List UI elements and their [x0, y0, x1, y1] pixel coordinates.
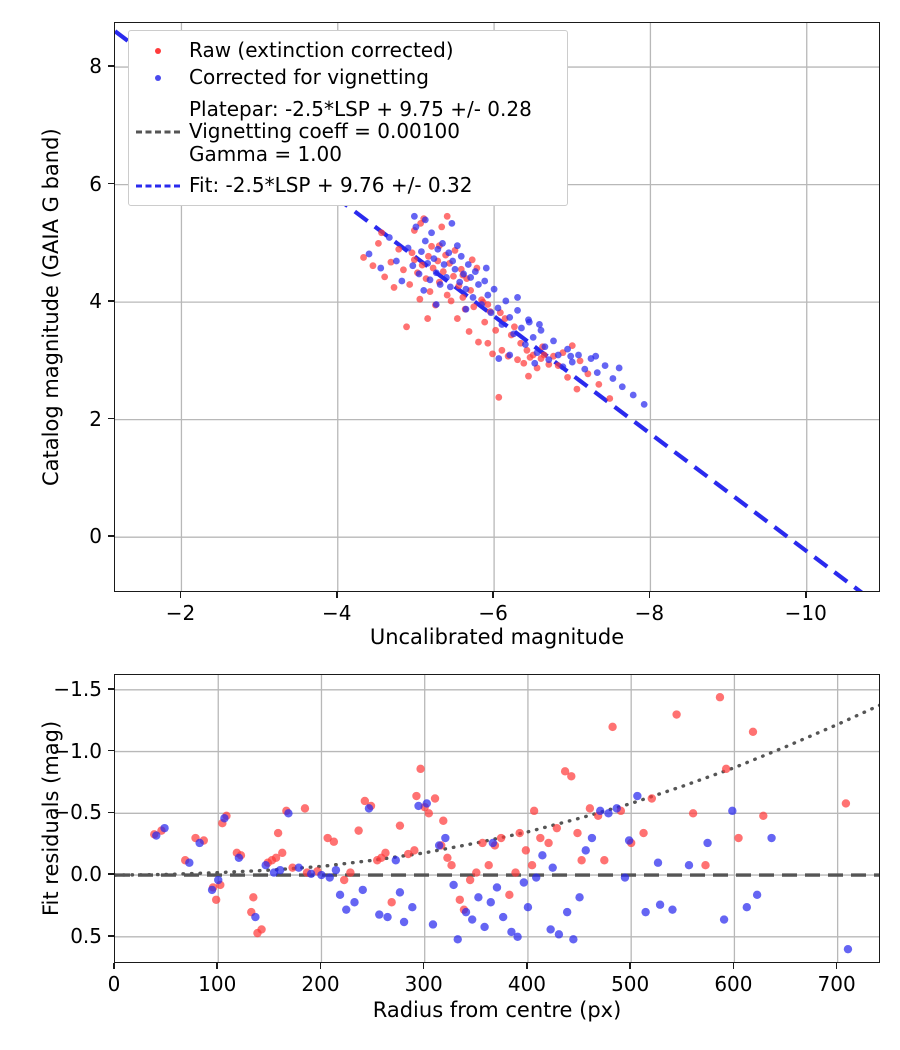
x-tick-label: −8: [634, 601, 665, 625]
gray-dashed-line-icon: [136, 130, 180, 133]
legend-marker-corrected: [136, 68, 180, 88]
y-tickmark: [108, 182, 114, 185]
x-tick-label: 700: [817, 972, 856, 996]
y-tick-label: 8: [89, 54, 102, 79]
legend-label-platepar-fit: Platepar: -2.5*LSP + 9.75 +/- 0.28: [189, 96, 532, 121]
legend-item-platepar: Platepar: -2.5*LSP + 9.75 +/- 0.28 Vigne…: [136, 91, 558, 172]
bottom-yaxis-title: Fit residuals (mag): [38, 720, 63, 916]
top-xaxis-title: Uncalibrated magnitude: [369, 625, 625, 649]
x-tickmark: [835, 963, 838, 969]
x-tick-label: 100: [198, 972, 237, 996]
legend-item-corrected: Corrected for vignetting: [136, 64, 558, 91]
plot-legend: Raw (extinction corrected) Corrected for…: [128, 30, 568, 206]
blue-dot-icon: [155, 74, 161, 81]
scatter-series: [152, 791, 853, 954]
x-tick-label: 500: [611, 972, 650, 996]
x-tickmark: [179, 592, 182, 598]
top-yaxis-title: Catalog magnitude (GAIA G band): [38, 128, 63, 486]
legend-label-raw: Raw (extinction corrected): [189, 38, 454, 63]
x-tickmark: [526, 963, 528, 969]
y-tick-label: 2: [89, 406, 102, 431]
bottom-plot-graphics: [115, 675, 879, 962]
x-tickmark: [804, 592, 807, 598]
blue-dashed-line-icon: [136, 184, 180, 187]
scatter-series: [150, 693, 851, 938]
legend-label-vignetting-coeff: Vignetting coeff = 0.00100: [189, 119, 460, 144]
y-tickmark: [108, 873, 114, 875]
vignetting-curve: [115, 703, 879, 877]
x-tick-label: 600: [714, 972, 753, 996]
x-tick-label: −2: [165, 601, 196, 625]
legend-platepar-lines: Platepar: -2.5*LSP + 9.75 +/- 0.28 Vigne…: [189, 96, 532, 166]
x-tick-label: 200: [301, 972, 340, 996]
y-tick-label: −0.5: [53, 800, 102, 825]
y-tickmark: [108, 811, 114, 814]
legend-label-corrected: Corrected for vignetting: [189, 65, 429, 90]
legend-marker-platepar: [136, 91, 180, 172]
y-tick-label: 0.0: [70, 862, 102, 887]
x-tick-label: 0: [107, 972, 121, 996]
x-tickmark: [335, 592, 338, 598]
red-dot-icon: [155, 47, 161, 54]
y-tickmark: [108, 417, 114, 420]
x-tickmark: [629, 963, 631, 969]
bottom-plot-canvas: [115, 675, 879, 962]
x-tickmark: [216, 963, 219, 969]
scatter-series: [360, 212, 614, 402]
x-tickmark: [492, 592, 494, 598]
y-tickmark: [108, 935, 114, 937]
y-tick-label: 0: [89, 524, 102, 549]
y-tickmark: [108, 535, 114, 537]
x-tickmark: [422, 963, 425, 969]
legend-item-fit: Fit: -2.5*LSP + 9.76 +/- 0.32: [136, 172, 558, 199]
y-tick-label: 4: [89, 289, 102, 314]
scatter-series: [365, 212, 648, 408]
x-tick-label: 400: [507, 972, 547, 996]
fit-residuals-plot: [114, 674, 880, 963]
legend-label-fit: Fit: -2.5*LSP + 9.76 +/- 0.32: [189, 173, 473, 198]
x-tickmark: [113, 963, 115, 969]
y-tick-label: 6: [89, 171, 102, 196]
x-tickmark: [319, 963, 322, 969]
y-tickmark: [108, 300, 114, 302]
y-tick-label: 0.5: [70, 923, 102, 948]
y-tickmark: [108, 688, 114, 690]
x-tick-label: −4: [322, 601, 352, 625]
y-tickmark: [108, 65, 114, 67]
legend-item-raw: Raw (extinction corrected): [136, 37, 558, 64]
legend-label-gamma: Gamma = 1.00: [189, 141, 342, 166]
x-tickmark: [648, 592, 651, 598]
y-tick-label: −1.5: [53, 676, 102, 701]
legend-marker-fit: [136, 176, 180, 196]
legend-marker-raw: [136, 41, 180, 61]
y-tickmark: [108, 749, 114, 752]
x-tick-label: −6: [478, 601, 508, 625]
x-tick-label: 300: [404, 972, 443, 996]
y-tick-label: −1.0: [53, 738, 102, 763]
bottom-xaxis-title: Radius from centre (px): [372, 998, 622, 1022]
x-tickmark: [732, 963, 735, 969]
x-tick-label: −10: [784, 601, 827, 625]
